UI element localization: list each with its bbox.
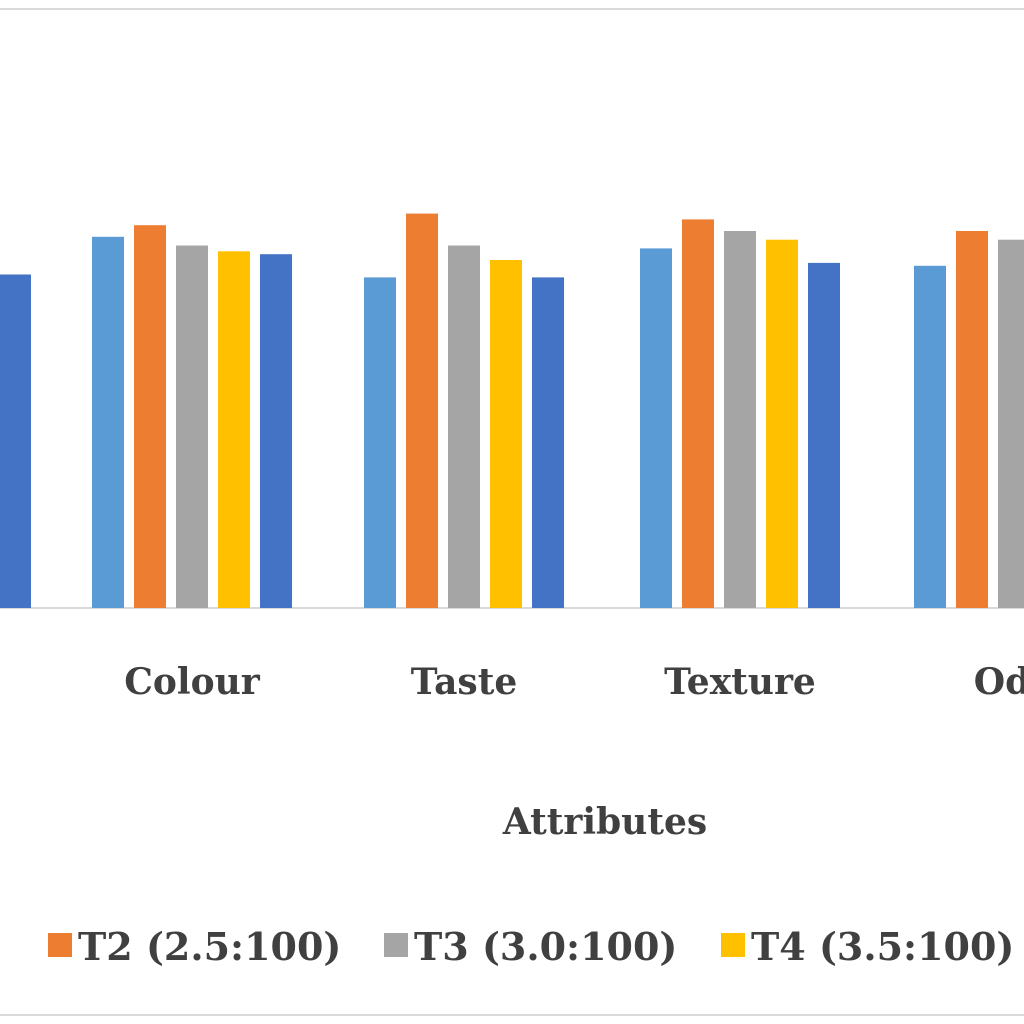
bar-colour-5: [260, 254, 292, 608]
legend-swatch-4: [721, 933, 745, 957]
legend-label: T3 (3.0:100): [414, 924, 677, 969]
bar-colour-3: [176, 245, 208, 608]
bar-texture-2: [682, 219, 714, 608]
legend-swatch-3: [384, 933, 408, 957]
bar-colour-1: [92, 236, 124, 609]
bar-odour-3: [998, 239, 1024, 608]
bar-taste-1: [364, 277, 396, 608]
bar-taste-5: [532, 277, 564, 608]
bar-taste-2: [406, 213, 438, 608]
legend-label: T4 (3.5:100): [751, 924, 1014, 969]
bar-texture-5: [808, 262, 840, 608]
bar-texture-1: [640, 248, 672, 608]
bar-colour-4: [218, 251, 250, 609]
x-tick-label: Texture: [664, 661, 816, 703]
x-tick-label: Odo: [974, 661, 1024, 703]
bar-taste-3: [448, 245, 480, 608]
x-tick-label: Taste: [411, 661, 517, 703]
bar-odour-2: [956, 231, 988, 608]
bar-appearance-5: [0, 274, 31, 608]
bar-colour-2: [134, 225, 166, 608]
legend-swatch-2: [48, 933, 72, 957]
bar-texture-4: [766, 239, 798, 608]
bar-taste-4: [490, 260, 522, 608]
chart-frame: [0, 8, 1024, 1016]
x-tick-label: Colour: [124, 661, 261, 703]
bar-texture-3: [724, 231, 756, 608]
legend-label: T2 (2.5:100): [78, 924, 341, 969]
x-axis-title: Attributes: [502, 801, 707, 843]
bar-odour-1: [914, 265, 946, 608]
